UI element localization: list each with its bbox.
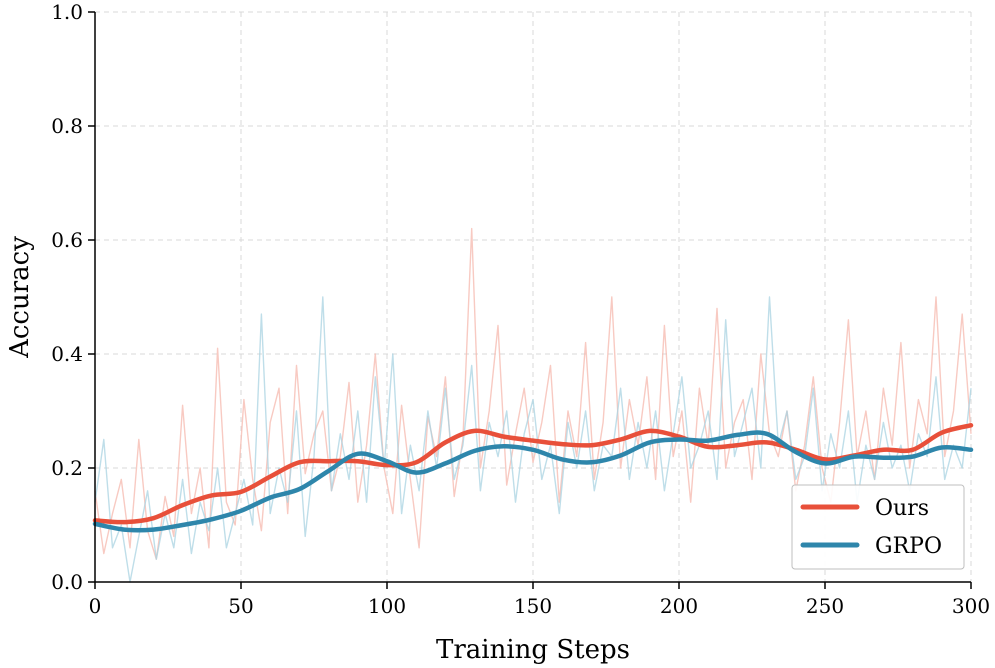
x-tick-label-1: 50 (228, 594, 253, 618)
y-tick-label-3: 0.6 (51, 228, 83, 252)
legend-label-grpo: GRPO (875, 534, 942, 559)
y-ticks: 0.0 0.2 0.4 0.6 0.8 1.0 (51, 0, 95, 594)
legend-label-ours: Ours (875, 496, 929, 521)
x-tick-label-4: 200 (660, 594, 698, 618)
smoothed-line-grpo (92, 430, 974, 533)
legend: Ours GRPO (791, 484, 965, 570)
y-tick-label-2: 0.4 (51, 342, 83, 366)
y-tick-label-0: 0.0 (51, 570, 83, 594)
smoothed-series-layer (92, 423, 974, 533)
x-tick-label-0: 0 (89, 594, 102, 618)
x-tick-label-3: 150 (514, 594, 552, 618)
x-tick-label-5: 250 (806, 594, 844, 618)
y-tick-label-1: 0.2 (51, 456, 83, 480)
x-axis-title: Training Steps (436, 635, 630, 665)
x-ticks: 0 50 100 150 200 250 300 (89, 582, 990, 618)
x-tick-label-6: 300 (952, 594, 990, 618)
y-axis-title: Accuracy (5, 236, 35, 359)
y-tick-label-4: 0.8 (51, 114, 83, 138)
raw-line-ours (94, 227, 972, 560)
x-tick-label-2: 100 (368, 594, 406, 618)
y-tick-label-5: 1.0 (51, 0, 83, 24)
smoothed-line-ours (92, 423, 974, 525)
